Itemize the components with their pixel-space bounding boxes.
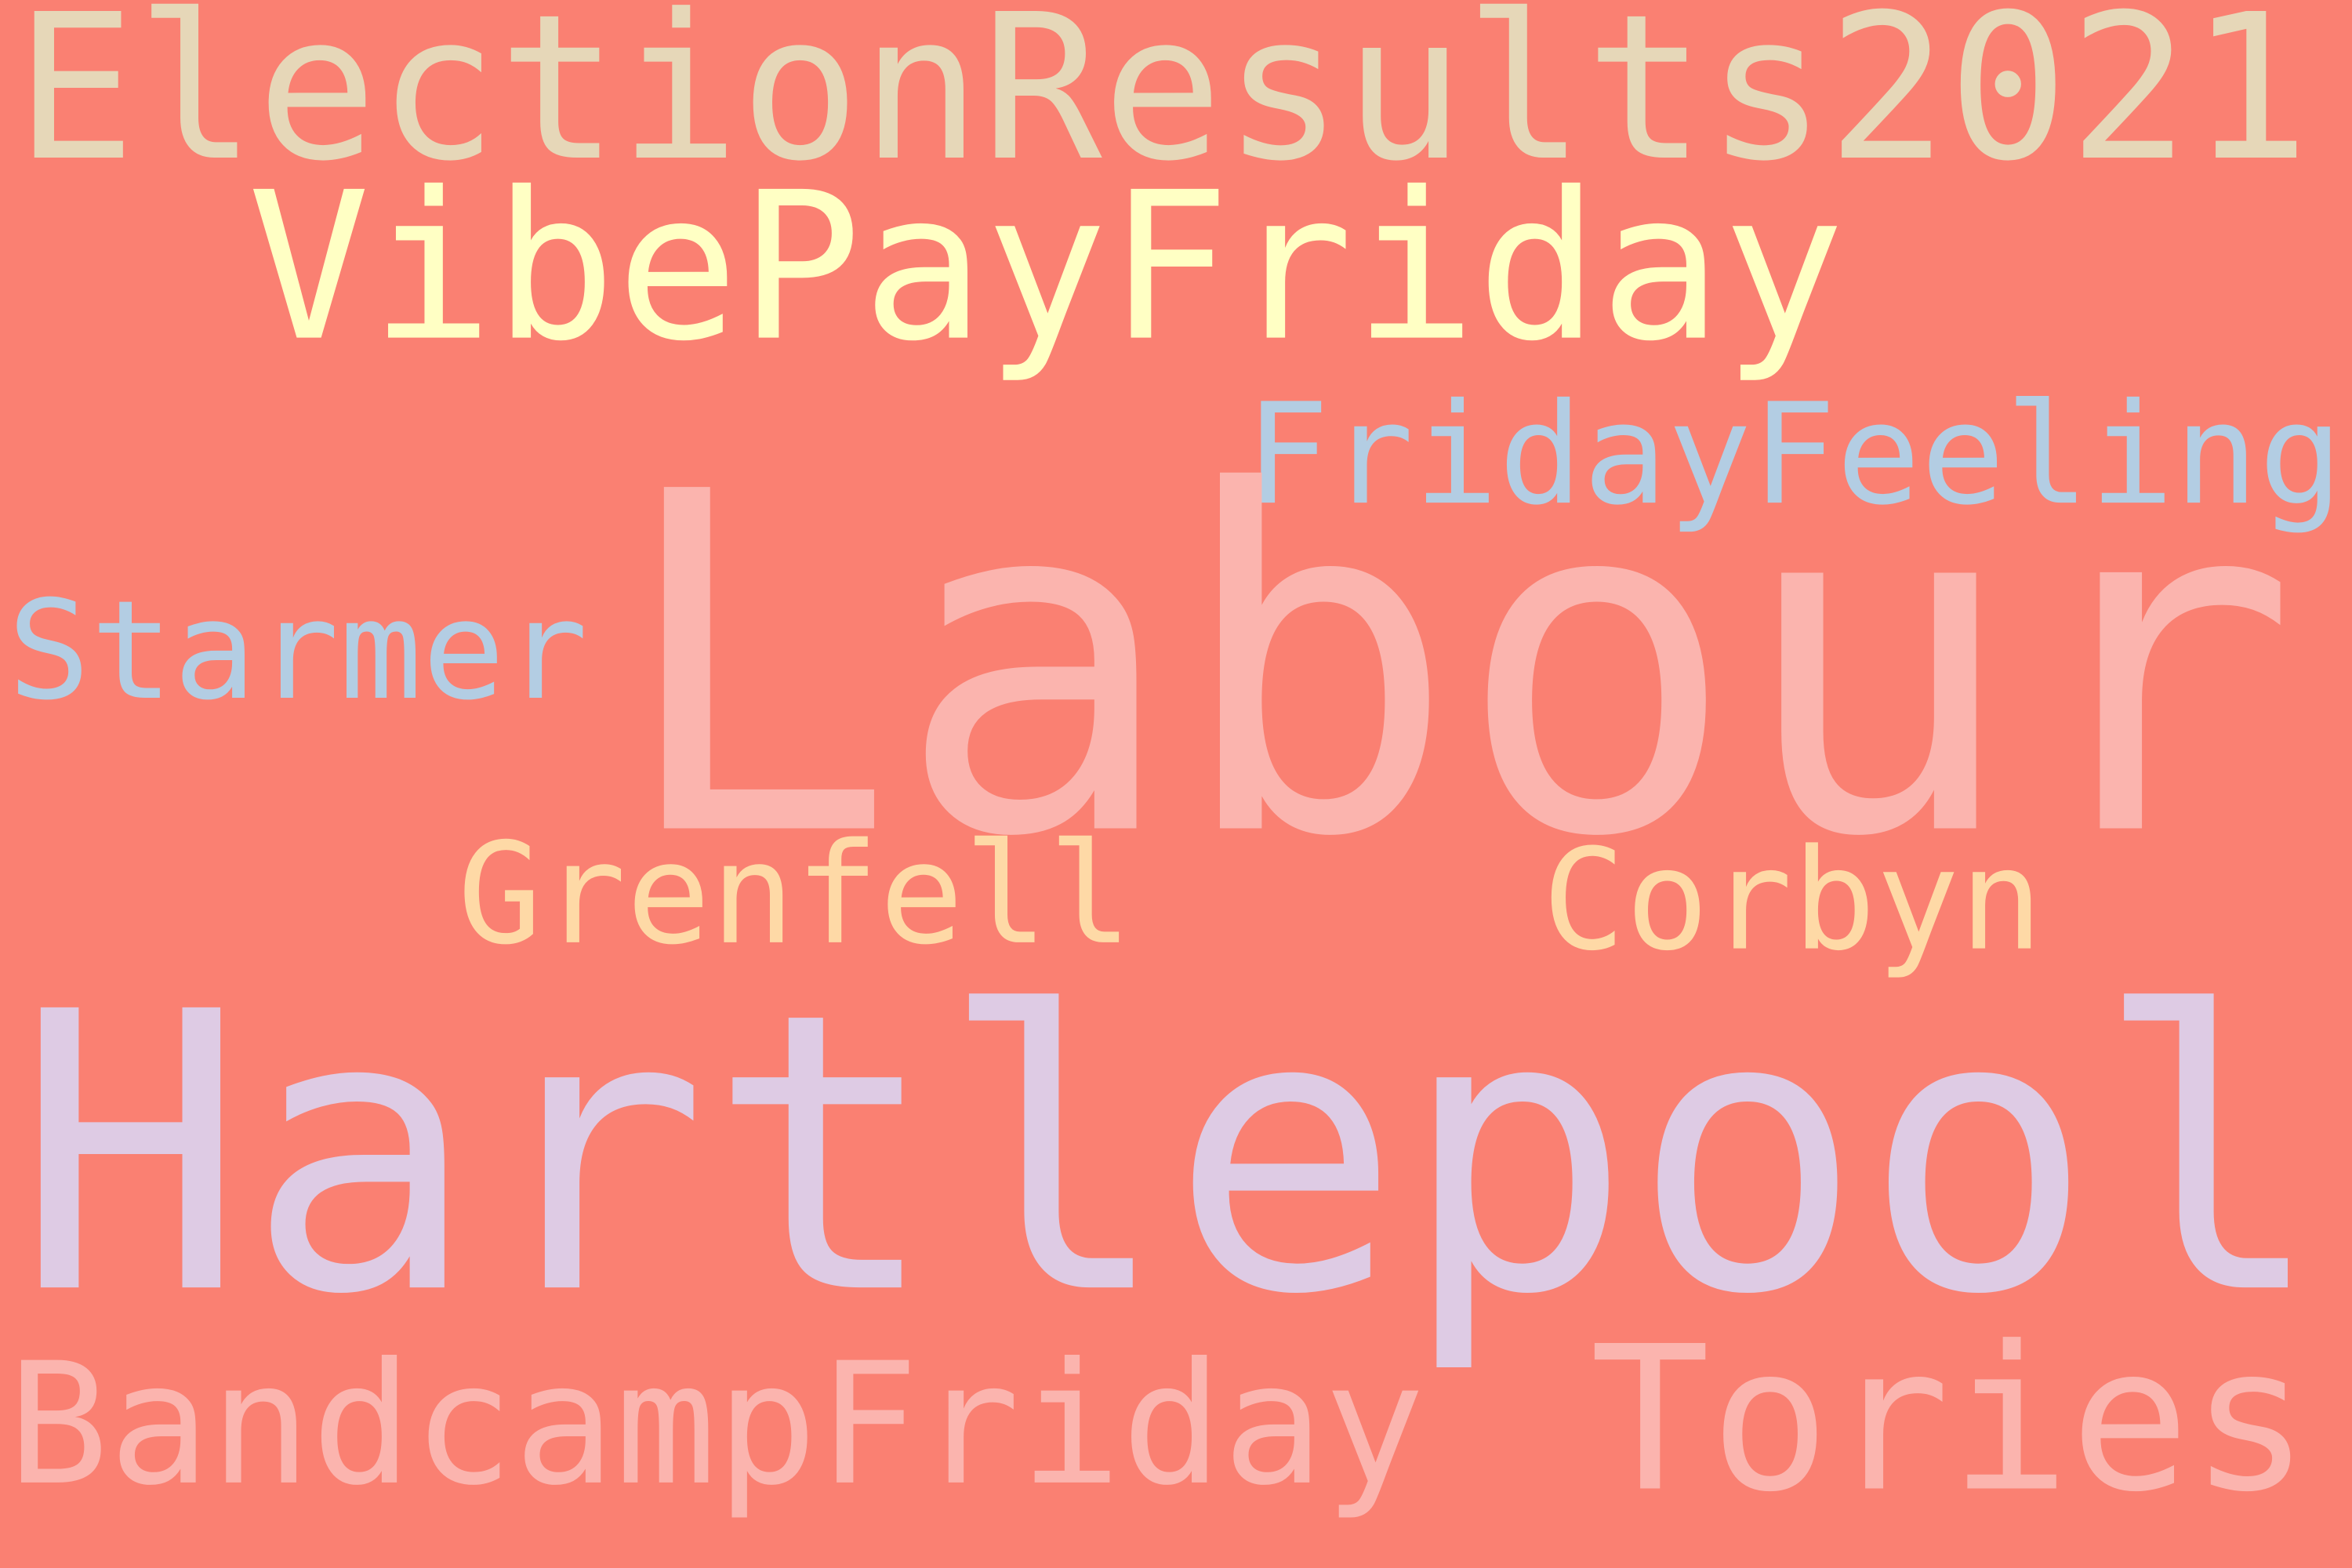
- word: VibePayFriday: [248, 149, 1846, 387]
- word: Labour: [615, 394, 2298, 938]
- word: BandcampFriday: [8, 1327, 1425, 1523]
- word: Tories: [1590, 1305, 2310, 1537]
- word: Starmer: [8, 572, 588, 731]
- word: Grenfell: [458, 813, 1133, 975]
- word: FridayFeeling: [1245, 373, 2343, 535]
- word: Hartlepool: [15, 931, 2325, 1378]
- word: Corbyn: [1542, 819, 2043, 982]
- word: ElectionResults2021: [15, 0, 2310, 205]
